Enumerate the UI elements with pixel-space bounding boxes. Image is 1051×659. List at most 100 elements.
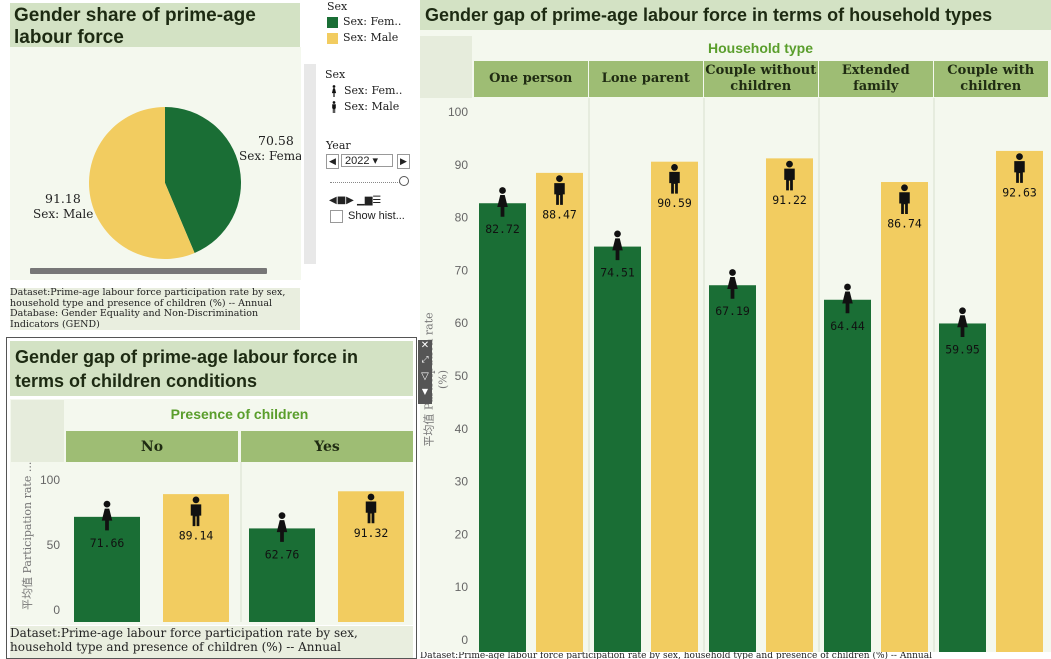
male-figure-icon xyxy=(332,101,336,113)
legend-scroll-track[interactable] xyxy=(304,64,316,264)
year-select[interactable]: 2022 ▾ xyxy=(341,154,393,167)
pie-male-label: Sex: Male xyxy=(33,207,94,221)
y-tick-label: 100 xyxy=(40,473,60,487)
bar-male[interactable] xyxy=(766,158,813,652)
bar-male[interactable] xyxy=(996,150,1043,652)
female-figure-icon xyxy=(727,269,738,299)
bar-female[interactable] xyxy=(939,323,986,652)
household-group-header: Household type xyxy=(474,36,1047,60)
year-filter-title: Year xyxy=(326,139,351,152)
male-figure-icon xyxy=(899,184,910,215)
data-label: 64.44 xyxy=(830,319,865,333)
bar-male[interactable] xyxy=(536,172,583,652)
y-tick-label: 30 xyxy=(455,475,469,489)
pie-panel-title: Gender share of prime-age labour force xyxy=(10,3,300,48)
bar-female[interactable] xyxy=(824,299,871,652)
y-tick-label: 50 xyxy=(47,538,61,552)
year-prev-button[interactable]: ◀ xyxy=(326,154,339,169)
data-label: 88.47 xyxy=(542,207,577,221)
shape-legend-female[interactable]: Sex: Fem.. xyxy=(344,84,403,97)
data-label: 92.63 xyxy=(1002,185,1037,199)
legend-male-swatch[interactable] xyxy=(327,33,338,44)
female-figure-icon xyxy=(842,283,853,314)
y-tick-label: 50 xyxy=(455,369,469,383)
bar-female[interactable] xyxy=(709,285,756,652)
pie-female-value: 70.58 xyxy=(258,133,294,148)
more-options-icon[interactable]: ▼ xyxy=(421,387,429,396)
color-legend-title: Sex xyxy=(327,0,348,13)
shape-legend-title: Sex xyxy=(325,68,346,81)
household-corner xyxy=(420,36,472,98)
male-figure-icon xyxy=(365,493,377,524)
pie-scrollbar[interactable] xyxy=(30,268,267,274)
children-y-axis-label: 平均值 Participation rate ... xyxy=(21,461,34,610)
bar-female[interactable] xyxy=(479,203,526,652)
female-figure-icon xyxy=(331,85,337,97)
y-tick-label: 60 xyxy=(455,316,469,330)
children-corner xyxy=(11,400,64,462)
y-tick-label: 80 xyxy=(455,211,469,225)
household-header-lone-parent: Lone parent xyxy=(589,61,703,97)
data-label: 59.95 xyxy=(945,342,980,356)
y-tick-label: 10 xyxy=(455,580,469,594)
data-label: 74.51 xyxy=(600,266,635,280)
playback-controls[interactable]: ◀■▶ ▁▆☰ xyxy=(329,195,382,206)
show-history-checkbox[interactable] xyxy=(330,210,343,223)
data-label: 91.22 xyxy=(772,193,807,207)
data-label: 90.59 xyxy=(657,196,692,210)
legend-panel xyxy=(302,0,420,290)
household-bar-chart: 0 10 20 30 40 50 60 70 80 90 100 82.72 74.51 67.19 64.… xyxy=(448,98,1043,652)
female-figure-icon xyxy=(957,307,968,337)
female-figure-icon xyxy=(497,187,508,217)
bar-female[interactable] xyxy=(74,516,140,622)
data-label: 62.76 xyxy=(265,547,300,561)
pie-chart xyxy=(88,107,241,259)
year-slider-track[interactable] xyxy=(330,182,402,187)
bar-male[interactable] xyxy=(651,161,698,652)
male-figure-icon xyxy=(554,175,565,205)
children-dataset-note: Dataset:Prime-age labour force participa… xyxy=(10,626,413,658)
children-header-yes: Yes xyxy=(241,431,413,462)
data-label: 86.74 xyxy=(887,217,922,231)
year-slider-handle[interactable] xyxy=(399,176,409,186)
y-tick-label: 70 xyxy=(455,263,469,277)
bar-male[interactable] xyxy=(881,182,928,652)
y-tick-label: 40 xyxy=(455,422,469,436)
y-tick-label: 100 xyxy=(448,105,468,119)
children-bar-chart: 0 50 100 71.66 62.76 89.14 91.32 xyxy=(40,462,404,622)
shape-legend-male[interactable]: Sex: Male xyxy=(344,100,400,113)
household-header-couple-with-children: Couple with children xyxy=(934,61,1048,97)
year-next-button[interactable]: ▶ xyxy=(397,154,410,169)
y-tick-label: 20 xyxy=(455,527,469,541)
male-figure-icon xyxy=(190,496,202,527)
household-panel-title: Gender gap of prime-age labour force in … xyxy=(420,0,1051,30)
close-icon[interactable]: ✕ xyxy=(420,340,430,351)
bar-female[interactable] xyxy=(594,246,641,652)
y-tick-label: 0 xyxy=(53,603,60,617)
children-header-no: No xyxy=(66,431,238,462)
female-figure-icon xyxy=(101,500,113,531)
female-figure-icon xyxy=(276,512,288,542)
data-label: 82.72 xyxy=(485,222,520,236)
household-footer-note: Dataset:Prime-age labour force participa… xyxy=(420,652,932,659)
children-group-header: Presence of children xyxy=(170,406,309,422)
pie-slice-female[interactable] xyxy=(165,107,241,253)
data-label: 89.14 xyxy=(179,529,214,543)
pie-slice-male[interactable] xyxy=(88,107,195,259)
legend-male-label[interactable]: Sex: Male xyxy=(343,31,399,44)
household-header-couple-without-children: Couple without children xyxy=(704,61,818,97)
pie-male-value: 91.18 xyxy=(45,191,81,206)
data-label: 67.19 xyxy=(715,304,750,318)
legend-female-swatch[interactable] xyxy=(327,17,338,28)
male-figure-icon xyxy=(784,160,795,191)
bar-female[interactable] xyxy=(249,528,315,622)
legend-female-label[interactable]: Sex: Fem.. xyxy=(343,15,402,28)
y-tick-label: 90 xyxy=(455,158,469,172)
household-header-extended-family: Extended family xyxy=(819,61,933,97)
male-figure-icon xyxy=(1014,153,1025,183)
filter-icon[interactable]: ▽ xyxy=(421,371,429,382)
male-figure-icon xyxy=(669,164,680,194)
show-history-label[interactable]: Show hist... xyxy=(348,210,405,222)
expand-icon[interactable]: ⤢ xyxy=(421,355,429,365)
data-label: 91.32 xyxy=(354,526,389,540)
